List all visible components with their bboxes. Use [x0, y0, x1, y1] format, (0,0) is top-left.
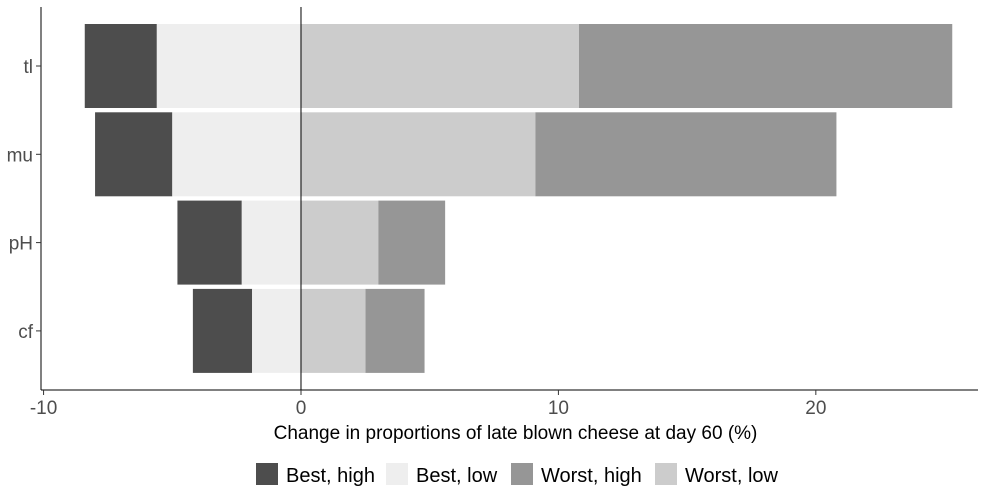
y-axis-ticks: tl mu pH cf [7, 57, 41, 343]
bar-mu-best-low [172, 112, 301, 197]
legend-label: Worst, low [685, 465, 779, 487]
bar-mu-best-high [95, 112, 173, 197]
y-tick-label: tl [24, 57, 34, 78]
bar-layer [84, 24, 953, 373]
bar-pH-best-low [241, 200, 301, 285]
bar-cf-worst-high [365, 288, 425, 373]
legend-key [256, 463, 278, 485]
y-tick-label: pH [9, 234, 33, 255]
bar-pH-worst-high [378, 200, 446, 285]
bar-tl-worst-low [300, 24, 580, 108]
bar-cf-worst-low [300, 288, 366, 373]
x-tick-label: 20 [805, 398, 826, 419]
legend-label: Worst, high [541, 465, 642, 487]
legend-key [386, 463, 408, 485]
bar-tl-best-low [156, 24, 301, 108]
x-axis-ticks: -10 0 10 20 [30, 390, 826, 419]
x-tick-label: 10 [548, 398, 569, 419]
y-tick-label: mu [7, 145, 33, 166]
bar-pH-worst-low [300, 200, 379, 285]
x-tick-label: -10 [30, 398, 57, 419]
legend-key [655, 463, 677, 485]
legend: Best, high Best, low Worst, high Worst, low [256, 463, 779, 487]
bar-mu-worst-high [535, 112, 837, 197]
bar-cf-best-high [192, 288, 253, 373]
legend-label: Best, high [286, 465, 375, 487]
bar-tl-worst-high [579, 24, 953, 108]
bar-mu-worst-low [300, 112, 536, 197]
legend-label: Best, low [416, 465, 498, 487]
bar-cf-best-low [252, 288, 301, 373]
bar-pH-best-high [177, 200, 242, 285]
legend-key [511, 463, 533, 485]
y-tick-label: cf [18, 322, 34, 343]
x-tick-label: 0 [296, 398, 307, 419]
bar-tl-best-high [84, 24, 157, 108]
x-axis-title: Change in proportions of late blown chee… [274, 423, 758, 444]
